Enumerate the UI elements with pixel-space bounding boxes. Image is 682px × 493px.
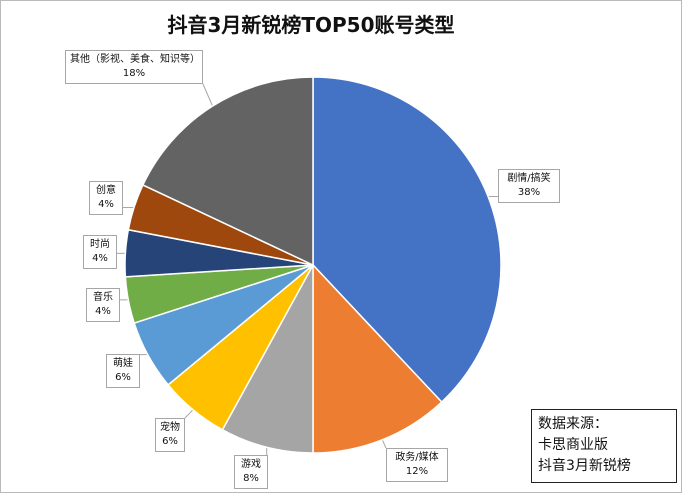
source-note: 数据来源： 卡思商业版 抖音3月新锐榜 bbox=[531, 409, 677, 483]
data-label-category: 创意 bbox=[96, 185, 116, 196]
pie-slice bbox=[221, 264, 314, 454]
data-label-value: 4% bbox=[92, 253, 108, 264]
pie-slices bbox=[124, 76, 502, 454]
data-label: 政务/媒体 12% bbox=[386, 448, 448, 482]
data-label-value: 18% bbox=[122, 68, 146, 79]
pie-slice bbox=[312, 76, 502, 404]
data-label-value: 12% bbox=[405, 466, 429, 477]
data-label-category: 游戏 bbox=[241, 459, 261, 470]
data-label: 其他（影视、美食、知识等） 18% bbox=[65, 50, 203, 84]
data-label-value: 6% bbox=[115, 372, 131, 383]
data-label: 剧情/搞笑 38% bbox=[498, 169, 560, 203]
data-label-category: 宠物 bbox=[160, 422, 180, 433]
data-label-category: 萌娃 bbox=[113, 358, 133, 369]
pie-slice bbox=[312, 263, 443, 454]
data-label: 萌娃 6% bbox=[106, 354, 140, 388]
leader-line bbox=[202, 83, 214, 109]
pie-slice bbox=[141, 76, 314, 267]
data-label-value: 4% bbox=[95, 306, 111, 317]
data-label-value: 4% bbox=[98, 199, 114, 210]
source-line: 数据来源： bbox=[538, 416, 608, 432]
data-label-category: 音乐 bbox=[93, 292, 113, 303]
chart-title: 抖音3月新锐榜TOP50账号类型 bbox=[167, 13, 455, 37]
data-label-category: 剧情/搞笑 bbox=[507, 173, 551, 184]
data-label-category: 其他（影视、美食、知识等） bbox=[70, 54, 200, 65]
data-label: 音乐 4% bbox=[86, 288, 120, 322]
data-label-category: 时尚 bbox=[90, 239, 110, 250]
data-label-value: 6% bbox=[162, 436, 178, 447]
data-label: 时尚 4% bbox=[83, 235, 117, 269]
source-line: 卡思商业版 bbox=[538, 437, 608, 453]
data-label-value: 8% bbox=[243, 473, 259, 484]
data-label: 游戏 8% bbox=[234, 455, 268, 489]
data-label: 宠物 6% bbox=[155, 418, 185, 452]
data-label: 创意 4% bbox=[89, 181, 123, 215]
source-line: 抖音3月新锐榜 bbox=[538, 458, 631, 474]
data-label-value: 38% bbox=[517, 187, 541, 198]
data-label-category: 政务/媒体 bbox=[395, 452, 439, 463]
